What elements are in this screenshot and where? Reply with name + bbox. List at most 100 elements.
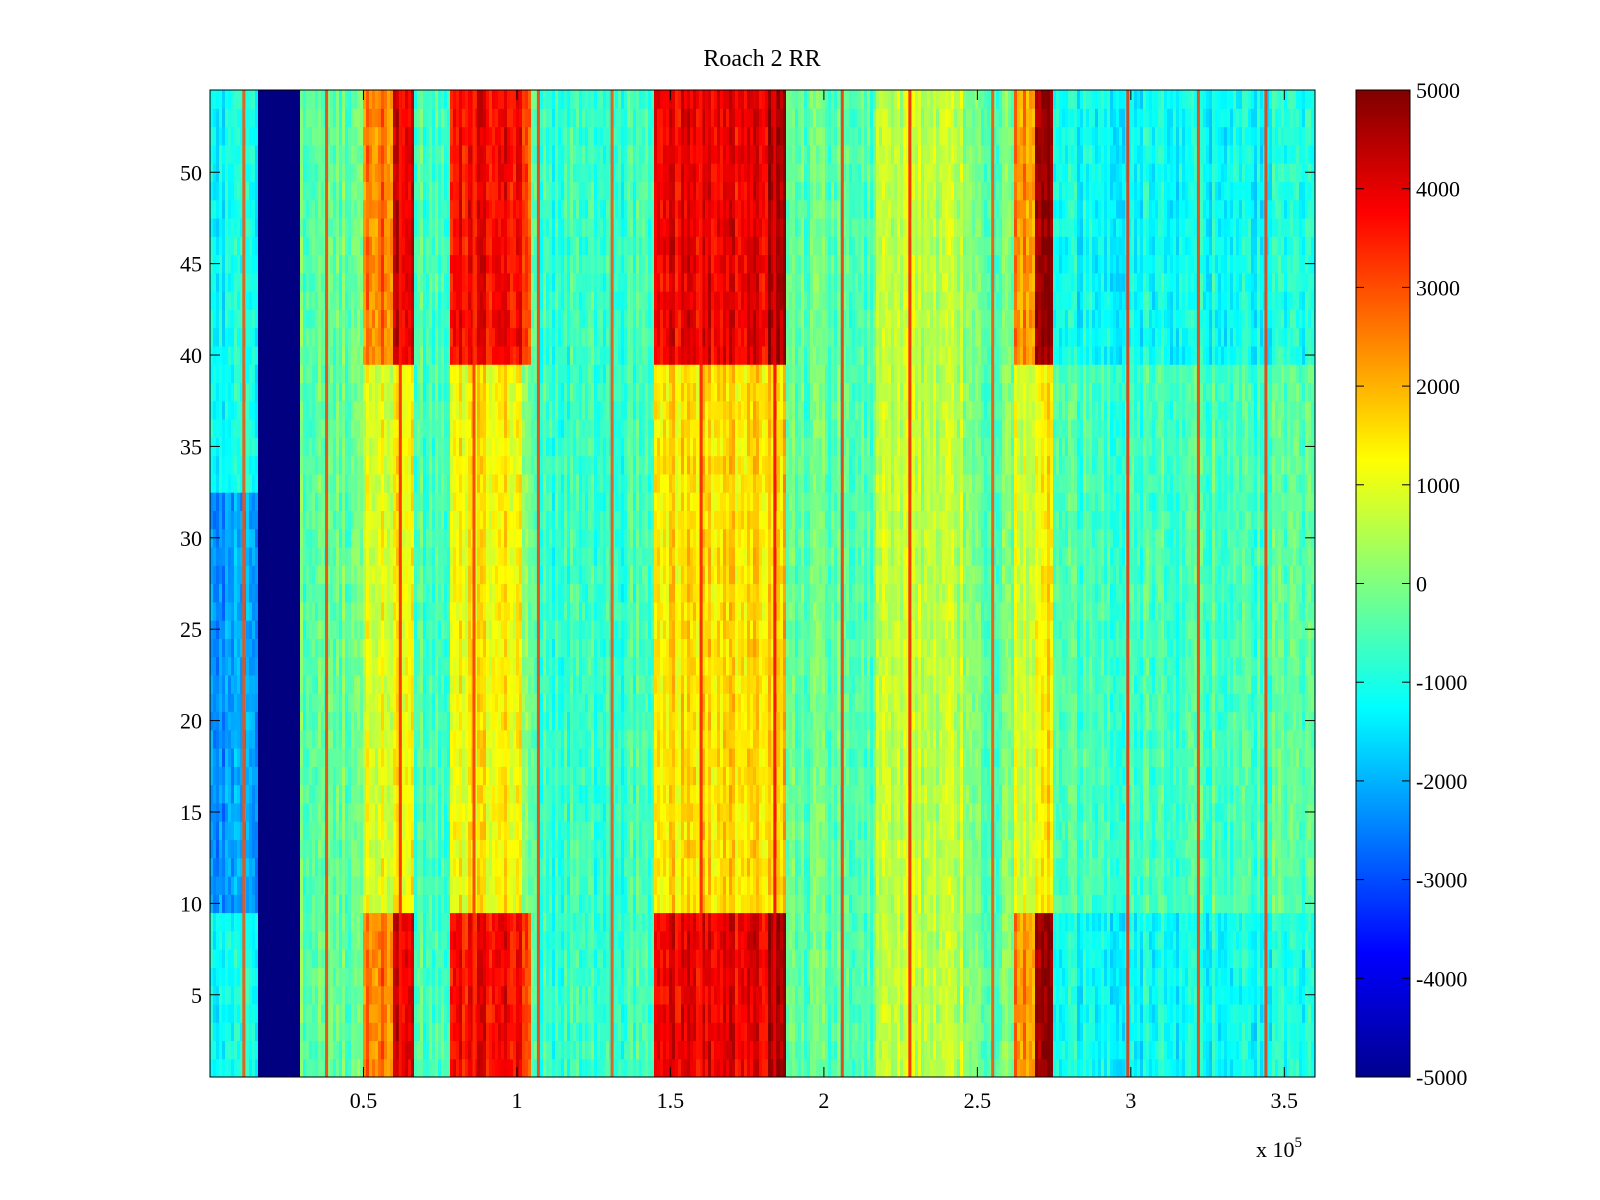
- heatmap-cell: [219, 473, 223, 493]
- heatmap-cell: [453, 199, 457, 219]
- heatmap-cell: [369, 236, 373, 256]
- heatmap-cell: [303, 748, 307, 767]
- heatmap-cell: [411, 528, 415, 548]
- heatmap-cell: [279, 857, 283, 877]
- heatmap-cell: [429, 693, 433, 713]
- heatmap-cell: [453, 419, 457, 438]
- heatmap-cell: [252, 327, 256, 347]
- heatmap-cell: [384, 345, 388, 365]
- heatmap-cell: [222, 802, 226, 822]
- heatmap-cell: [402, 729, 406, 749]
- heatmap-cell: [297, 272, 301, 292]
- heatmap-cell: [255, 784, 259, 804]
- heatmap-cell: [255, 674, 259, 694]
- heatmap-cell: [306, 291, 310, 310]
- heatmap-cell: [381, 455, 385, 475]
- heatmap-cell: [351, 345, 355, 365]
- heatmap-cell: [333, 345, 337, 365]
- heatmap-cell: [336, 163, 340, 182]
- heatmap-cell: [414, 437, 418, 457]
- heatmap-cell: [219, 126, 223, 146]
- heatmap-cell: [417, 492, 421, 511]
- heatmap-cell: [213, 857, 217, 877]
- heatmap-cell: [246, 546, 250, 566]
- heatmap-cell: [246, 272, 250, 292]
- heatmap-cell: [285, 236, 289, 256]
- heatmap-cell: [261, 638, 265, 658]
- heatmap-cell: [432, 674, 436, 694]
- heatmap-cell: [267, 217, 271, 237]
- heatmap-cell: [258, 492, 262, 511]
- heatmap-cell: [288, 473, 292, 493]
- heatmap-cell: [237, 821, 241, 840]
- heatmap-cell: [327, 419, 331, 438]
- heatmap-cell: [378, 839, 382, 859]
- heatmap-cell: [453, 1003, 457, 1023]
- heatmap-cell: [228, 400, 232, 420]
- heatmap-cell: [366, 455, 370, 475]
- heatmap-cell: [438, 163, 442, 182]
- heatmap-cell: [372, 674, 376, 694]
- heatmap-cell: [375, 711, 379, 731]
- heatmap-cell: [210, 291, 214, 310]
- heatmap-cell: [318, 327, 322, 347]
- heatmap-cell: [438, 291, 442, 310]
- heatmap-cell: [282, 492, 286, 511]
- heatmap-cell: [291, 291, 295, 310]
- heatmap-cell: [276, 894, 280, 914]
- heatmap-cell: [459, 254, 463, 274]
- heatmap-cell: [453, 821, 457, 840]
- heatmap-cell: [366, 163, 370, 182]
- heatmap-cell: [303, 254, 307, 274]
- heatmap-cell: [222, 382, 226, 402]
- heatmap-cell: [237, 510, 241, 530]
- heatmap-cell: [327, 766, 331, 786]
- heatmap-cell: [315, 437, 319, 457]
- heatmap-cell: [339, 985, 343, 1005]
- heatmap-cell: [255, 857, 259, 877]
- heatmap-cell: [252, 199, 256, 219]
- heatmap-cell: [240, 455, 244, 475]
- heatmap-cell: [267, 1040, 271, 1060]
- heatmap-cell: [300, 967, 304, 987]
- heatmap-cell: [453, 272, 457, 292]
- heatmap-cell: [252, 912, 256, 932]
- heatmap-cell: [309, 126, 313, 146]
- heatmap-cell: [252, 309, 256, 329]
- heatmap-cell: [465, 875, 469, 895]
- heatmap-cell: [339, 327, 343, 347]
- heatmap-cell: [465, 400, 469, 420]
- heatmap-cell: [210, 748, 214, 767]
- heatmap-cell: [396, 144, 400, 164]
- heatmap-cell: [426, 510, 430, 530]
- heatmap-cell: [279, 528, 283, 548]
- heatmap-cell: [216, 144, 220, 164]
- heatmap-cell: [333, 784, 337, 804]
- heatmap-cell: [285, 985, 289, 1005]
- heatmap-cell: [333, 510, 337, 530]
- heatmap-cell: [315, 272, 319, 292]
- heatmap-cell: [441, 181, 445, 201]
- heatmap-cell: [267, 839, 271, 859]
- heatmap-cell: [363, 345, 367, 365]
- heatmap-cell: [357, 546, 361, 566]
- heatmap-cell: [255, 144, 259, 164]
- heatmap-cell: [231, 949, 235, 968]
- heatmap-cell: [366, 217, 370, 237]
- heatmap-cell: [282, 291, 286, 310]
- heatmap-cell: [378, 217, 382, 237]
- heatmap-cell: [429, 839, 433, 859]
- heatmap-cell: [417, 181, 421, 201]
- heatmap-cell: [390, 985, 394, 1005]
- heatmap-cell: [396, 217, 400, 237]
- heatmap-cell: [360, 1022, 364, 1042]
- heatmap-cell: [378, 875, 382, 895]
- heatmap-cell: [276, 912, 280, 932]
- heatmap-cell: [273, 875, 277, 895]
- heatmap-cell: [312, 236, 316, 256]
- heatmap-cell: [414, 309, 418, 329]
- heatmap-cell: [444, 217, 448, 237]
- heatmap-cell: [414, 674, 418, 694]
- heatmap-cell: [276, 510, 280, 530]
- heatmap-cell: [321, 236, 325, 256]
